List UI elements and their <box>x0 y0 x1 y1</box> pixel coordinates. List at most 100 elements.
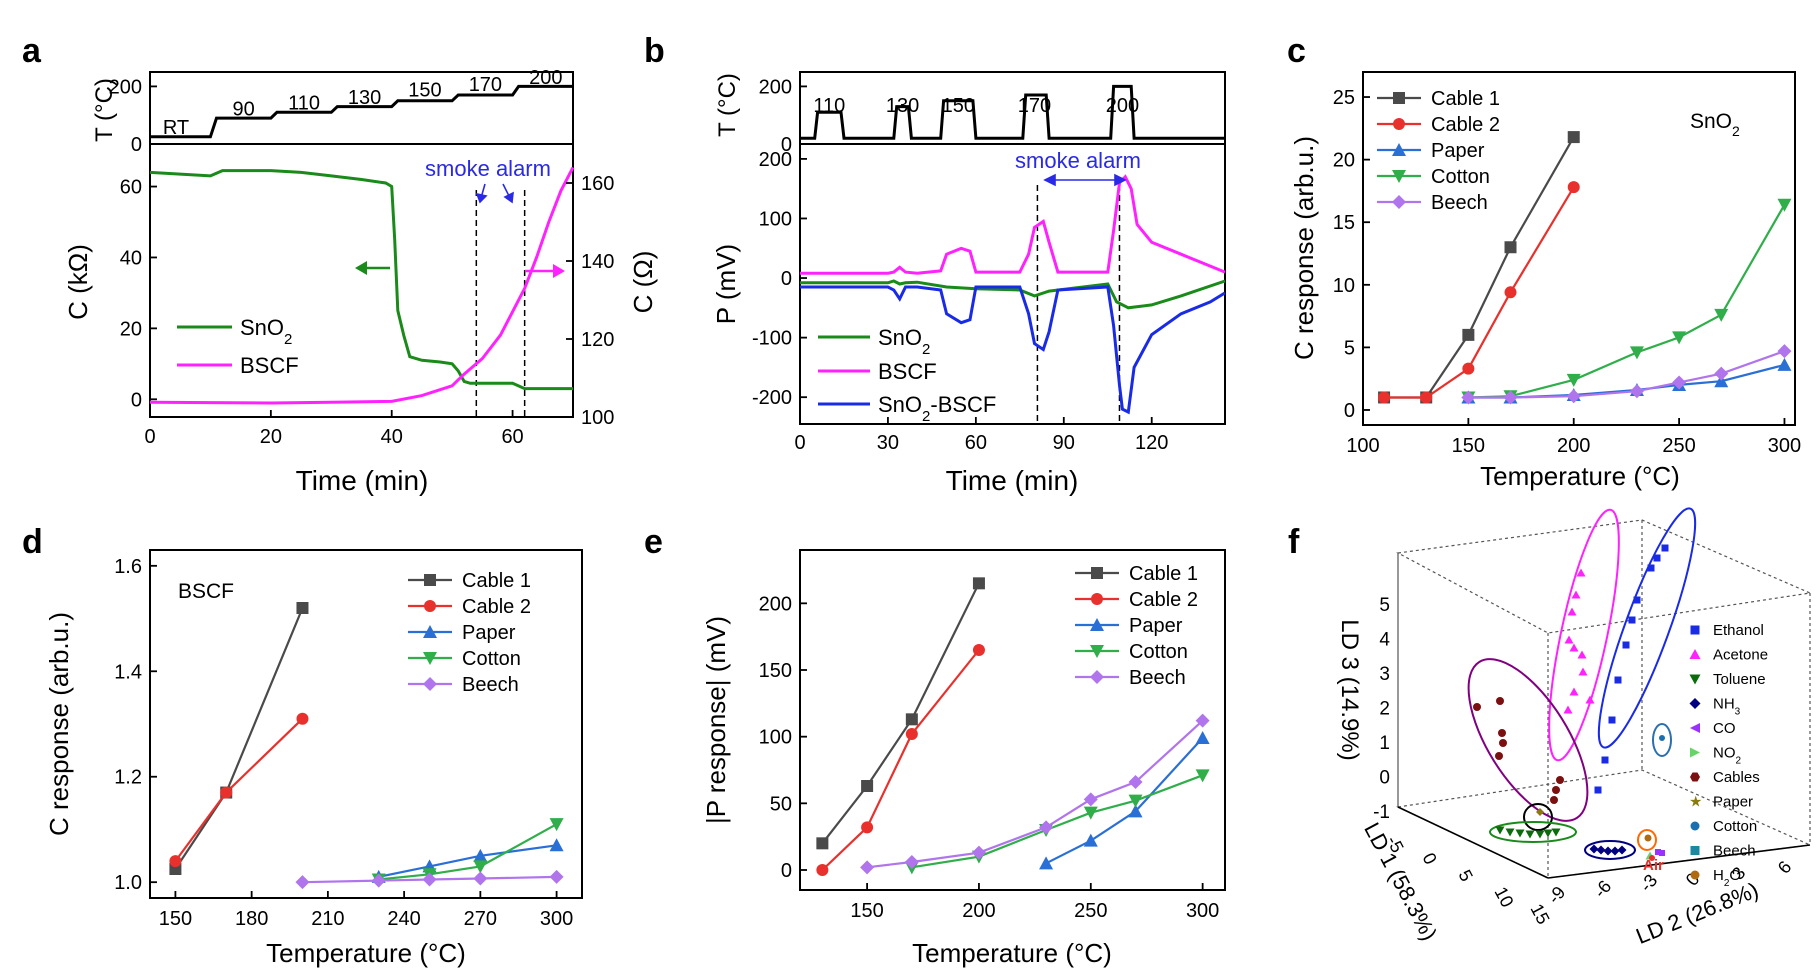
panel-e: 150 200 250 300 0 50 100 150 200 Cable 1 Cable 2 P… <box>701 549 1226 968</box>
data-point <box>1777 198 1792 212</box>
panel-b-top-ytick-label: 0 <box>781 134 792 156</box>
panel-c-xtick-label: 150 <box>1452 435 1485 457</box>
legend-marker <box>1690 772 1700 782</box>
panel-b-legend-sno2-bscf: SnO2-BSCF <box>878 392 996 425</box>
legend-label: Beech <box>1713 843 1756 860</box>
data-point <box>1628 616 1636 624</box>
data-point <box>1690 846 1700 855</box>
panel-e-line-0 <box>821 582 980 844</box>
panel-b-xtick-label: 0 <box>794 432 805 454</box>
panel-b-step-labels: 110 130 150 170 200 <box>813 95 1139 117</box>
panel-d-legend: Cable 1 Cable 2 Paper Cotton Beech <box>408 570 531 696</box>
panel-letter-e: e <box>644 523 663 561</box>
panel-d-ytick-label: 1.4 <box>114 661 142 683</box>
data-point <box>1608 716 1616 724</box>
panel-b-xtick-label: 30 <box>877 432 899 454</box>
data-point <box>1567 131 1580 144</box>
data-point <box>296 712 309 725</box>
panel-b-step-label: 130 <box>886 95 919 117</box>
data-point <box>1091 567 1103 579</box>
data-point <box>371 873 386 888</box>
panel-a-step-label: 110 <box>288 93 320 115</box>
panel-a-step-label: 200 <box>529 67 562 89</box>
data-point <box>1393 92 1405 104</box>
panel-c-ylabel: C response (arb.u.) <box>1289 136 1319 360</box>
panel-e-xtick-label: 250 <box>1074 900 1107 922</box>
panel-c-xtick-label: 100 <box>1346 435 1379 457</box>
data-point <box>1128 804 1143 818</box>
panel-f-ztick-label: 3 <box>1379 664 1390 685</box>
panel-e-line-3 <box>911 774 1203 869</box>
data-point <box>1589 844 1599 854</box>
legend-label: CO <box>1713 720 1736 737</box>
panel-a-right-ytick-label: 160 <box>581 173 614 195</box>
panel-letter-b: b <box>644 32 665 70</box>
data-point <box>1503 390 1518 405</box>
data-point <box>1552 786 1560 794</box>
data-point <box>295 875 310 890</box>
panel-c-xtick-label: 200 <box>1557 435 1590 457</box>
data-point <box>1195 731 1210 744</box>
data-point <box>1596 845 1606 855</box>
panel-f-zlabel: LD 3 (14.9%) <box>1336 619 1363 760</box>
data-point <box>1603 846 1613 856</box>
panel-b-ytick-label: -100 <box>752 328 792 350</box>
data-point <box>473 848 488 862</box>
data-point <box>423 652 437 665</box>
panel-f-ztick-label: 0 <box>1379 768 1390 789</box>
panel-a-right-ytick-label: 100 <box>581 407 614 429</box>
panel-e-frame <box>799 549 1226 891</box>
data-point <box>473 860 488 874</box>
legend-label: Paper <box>1431 140 1485 162</box>
legend-marker <box>1690 747 1700 758</box>
panel-d-xtick-label: 300 <box>540 908 573 930</box>
panel-d-axes: 150 180 210 240 270 300 1.0 1.2 1.4 1.6 <box>114 556 573 930</box>
panel-a-top-ytick-label: 200 <box>109 76 142 98</box>
panel-a-annotation: smoke alarm <box>425 156 551 181</box>
data-point <box>1661 544 1669 552</box>
data-point <box>1495 826 1505 835</box>
data-point <box>1690 625 1700 635</box>
data-point <box>1647 564 1655 572</box>
panel-a-main: 0 20 40 60 0 20 40 60 100 120 140 160 smoke alarm S… <box>63 143 658 496</box>
data-point <box>1571 590 1581 599</box>
legend-label: Paper <box>1713 794 1753 811</box>
panel-f-ztick-label: -1 <box>1373 802 1390 823</box>
data-point <box>1577 650 1587 659</box>
data-point <box>1601 756 1609 764</box>
panel-f-ztick-label: 1 <box>1379 733 1390 754</box>
data-point <box>1550 796 1558 804</box>
data-point <box>861 780 874 792</box>
legend-label: NO2 <box>1713 745 1742 767</box>
data-point <box>1566 389 1581 404</box>
panel-e-legend: Cable 1 Cable 2 Paper Cotton Beech <box>1075 563 1198 689</box>
panel-e-ytick-label: 200 <box>759 593 792 615</box>
panel-letter-d: d <box>22 523 43 561</box>
data-point <box>1622 641 1630 649</box>
panel-d-xtick-label: 270 <box>464 908 497 930</box>
data-point <box>1629 346 1644 360</box>
panel-f-ellipses <box>1467 507 1697 860</box>
data-point <box>904 855 919 869</box>
panel-b-alarm-lines <box>1036 185 1121 424</box>
data-point <box>1672 375 1687 390</box>
data-point <box>1556 776 1564 784</box>
panel-c-line-1 <box>1384 186 1575 399</box>
data-point <box>1515 829 1525 838</box>
panel-b-ytick-label: 200 <box>759 149 792 171</box>
panel-b-ytick-label: 100 <box>759 208 792 230</box>
panel-e-line-2 <box>1045 737 1204 865</box>
data-point <box>1495 752 1503 760</box>
panel-b-axes: 0 30 60 90 120 -200 -100 0 100 200 <box>752 149 1168 454</box>
panel-a-top-ylabel: T (°C) <box>91 78 118 142</box>
arrow-left-icon <box>355 261 367 275</box>
panel-e-axes: 150 200 250 300 0 50 100 150 200 <box>759 593 1220 922</box>
panel-b-step-label: 170 <box>1018 95 1051 117</box>
panel-b-legend-bscf: BSCF <box>878 359 937 384</box>
legend-label: Cable 1 <box>1129 563 1198 585</box>
panel-b-ylabel: P (mV) <box>711 244 741 324</box>
panel-a-legend-sno2: SnO2 <box>240 315 292 348</box>
panel-a-step-label: 150 <box>408 80 441 102</box>
